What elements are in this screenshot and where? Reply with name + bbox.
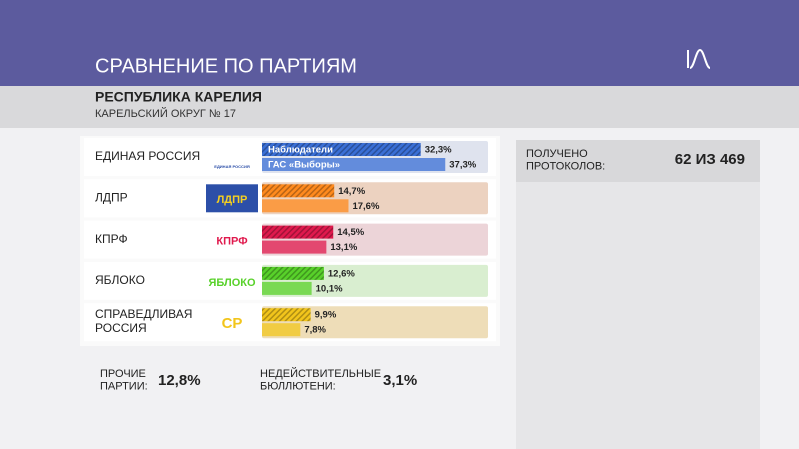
value-label: 12,6% xyxy=(328,268,355,279)
bar xyxy=(262,143,421,156)
protocol-value: 62 ИЗ 469 xyxy=(675,151,745,168)
value-label: 14,7% xyxy=(338,186,365,197)
party-name: СПРАВЕДЛИВАЯ РОССИЯ xyxy=(95,307,192,335)
value-label: 14,5% xyxy=(337,227,364,238)
text-line: ПОЛУЧЕНО xyxy=(526,148,591,160)
channel-logo xyxy=(687,48,711,69)
subtitle: РЕСПУБЛИКА КАРЕЛИЯ xyxy=(95,89,262,105)
party-name: ЯБЛОКО xyxy=(95,273,145,287)
bar xyxy=(262,308,311,322)
party-name: КПРФ xyxy=(95,232,128,246)
bar xyxy=(262,323,301,337)
title-band xyxy=(0,0,799,86)
bar xyxy=(262,158,446,171)
text-line: БЮЛЛЮТЕНИ: xyxy=(260,381,336,393)
district: КАРЕЛЬСКИЙ ОКРУГ № 17 xyxy=(95,107,236,120)
party-logo: ЕДИНАЯ РОССИЯ xyxy=(214,164,250,169)
invalid-label: НЕДЕЙСТВИТЕЛЬНЫЕ БЮЛЛЮТЕНИ: xyxy=(260,367,384,393)
value-label: 32,3% xyxy=(425,145,452,156)
bar xyxy=(262,199,349,213)
protocol-label: ПОЛУЧЕНО ПРОТОКОЛОВ: xyxy=(526,148,605,173)
protocol-box xyxy=(516,140,760,182)
party-name: ЛДПР xyxy=(95,190,128,204)
bar xyxy=(262,240,327,254)
subtitle-band xyxy=(0,86,799,128)
bar xyxy=(262,225,334,239)
text-line: НЕДЕЙСТВИТЕЛЬНЫЕ xyxy=(260,367,384,380)
text-line: СПРАВЕДЛИВАЯ xyxy=(95,307,192,321)
bar xyxy=(262,281,312,295)
protocol-label: ПОЛУЧЕНО ПРОТОКОЛОВ: xyxy=(526,148,605,173)
track xyxy=(262,306,488,339)
legend-entry: ГАС «Выборы» xyxy=(268,160,340,171)
bar xyxy=(262,266,324,280)
logo-bg xyxy=(206,184,258,213)
text-line: РОССИЯ xyxy=(95,321,147,335)
text-line: ПАРТИИ: xyxy=(100,381,148,393)
value-label: 17,6% xyxy=(352,201,379,212)
bar xyxy=(262,184,335,198)
party-name: ЕДИНАЯ РОССИЯ xyxy=(95,149,200,163)
title: СРАВНЕНИЕ ПО ПАРТИЯМ xyxy=(95,55,357,77)
invalid-value: 3,1% xyxy=(383,372,417,389)
text-line: ПРОЧИЕ xyxy=(100,368,149,380)
value-label: 10,1% xyxy=(316,283,343,294)
value-label: 37,3% xyxy=(449,160,476,171)
value-label: 9,9% xyxy=(315,310,337,321)
party-logo: ЛДПР xyxy=(217,194,248,206)
others-value: 12,8% xyxy=(158,372,201,389)
party-logo: ЯБЛОКО xyxy=(208,277,256,289)
value-label: 13,1% xyxy=(330,242,357,253)
legend-entry: Наблюдатели xyxy=(268,145,333,156)
text-line: ПРОТОКОЛОВ: xyxy=(526,161,605,173)
others-label: ПРОЧИЕ ПАРТИИ: xyxy=(100,368,149,393)
protocol-panel xyxy=(516,140,760,449)
party-logo: СР xyxy=(222,315,243,332)
value-label: 7,8% xyxy=(304,325,326,336)
party-logo: КПРФ xyxy=(216,236,247,248)
